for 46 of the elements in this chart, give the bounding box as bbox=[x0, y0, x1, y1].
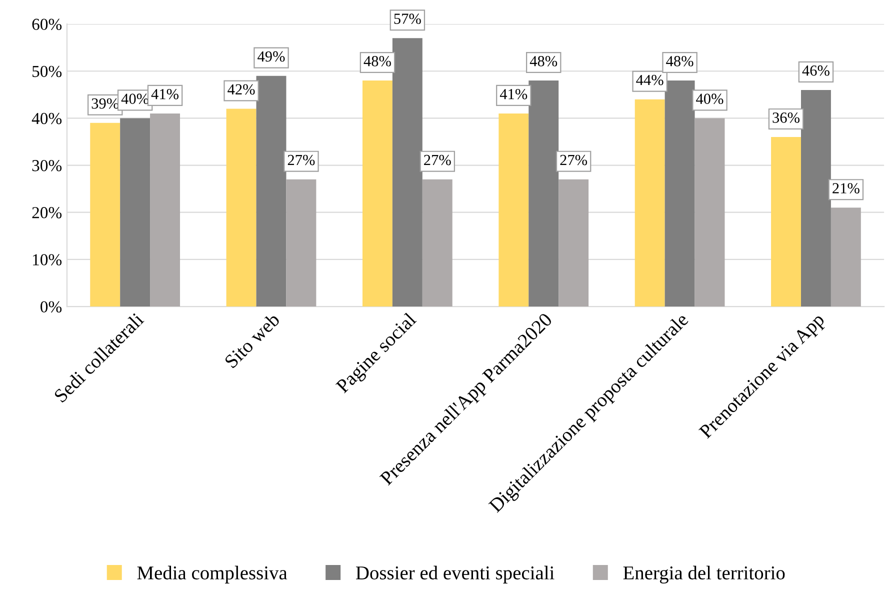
bar bbox=[362, 80, 392, 307]
data-label: 49% bbox=[258, 51, 285, 62]
data-label: 21% bbox=[832, 183, 860, 194]
bar bbox=[392, 38, 422, 307]
bar bbox=[558, 179, 589, 307]
legend-label: Media complessiva bbox=[137, 566, 288, 584]
bar bbox=[634, 99, 665, 307]
data-label: 48% bbox=[364, 56, 391, 66]
bar bbox=[150, 113, 180, 307]
data-label: 48% bbox=[666, 56, 694, 66]
bar bbox=[120, 118, 150, 307]
data-label: 42% bbox=[228, 84, 255, 95]
y-tick-label: 10% bbox=[33, 254, 62, 266]
bar bbox=[498, 113, 529, 307]
bar bbox=[771, 137, 801, 307]
bar bbox=[286, 179, 316, 307]
data-label: 40% bbox=[121, 94, 149, 104]
bar bbox=[256, 76, 286, 307]
data-label: 27% bbox=[288, 154, 315, 166]
bar bbox=[528, 80, 559, 307]
data-label: 41% bbox=[500, 88, 528, 100]
bar bbox=[226, 108, 256, 307]
y-tick-label: 20% bbox=[32, 207, 62, 218]
y-tick-label: 0% bbox=[40, 301, 62, 313]
bar bbox=[830, 208, 861, 307]
data-label: 44% bbox=[636, 74, 664, 86]
y-tick-label: 60% bbox=[32, 18, 62, 30]
bar bbox=[664, 80, 695, 307]
bar bbox=[801, 90, 831, 307]
bar bbox=[90, 122, 120, 307]
bar bbox=[694, 118, 725, 307]
legend-label: Dossier ed eventi speciali bbox=[356, 566, 554, 584]
bar bbox=[422, 179, 452, 307]
data-label: 27% bbox=[560, 154, 588, 166]
data-label: 36% bbox=[772, 112, 800, 123]
data-label: 46% bbox=[802, 65, 830, 76]
data-label: 41% bbox=[151, 88, 179, 100]
data-label: 40% bbox=[696, 94, 724, 104]
y-tick-label: 40% bbox=[32, 112, 62, 124]
legend-label: Energia del territorio bbox=[623, 566, 785, 584]
y-tick-label: 30% bbox=[32, 160, 62, 172]
data-label: 57% bbox=[394, 14, 421, 24]
y-tick-label: 50% bbox=[32, 66, 62, 78]
x-tick-label: Sito web bbox=[224, 312, 280, 369]
data-label: 27% bbox=[424, 154, 451, 166]
data-label: 48% bbox=[530, 56, 558, 66]
